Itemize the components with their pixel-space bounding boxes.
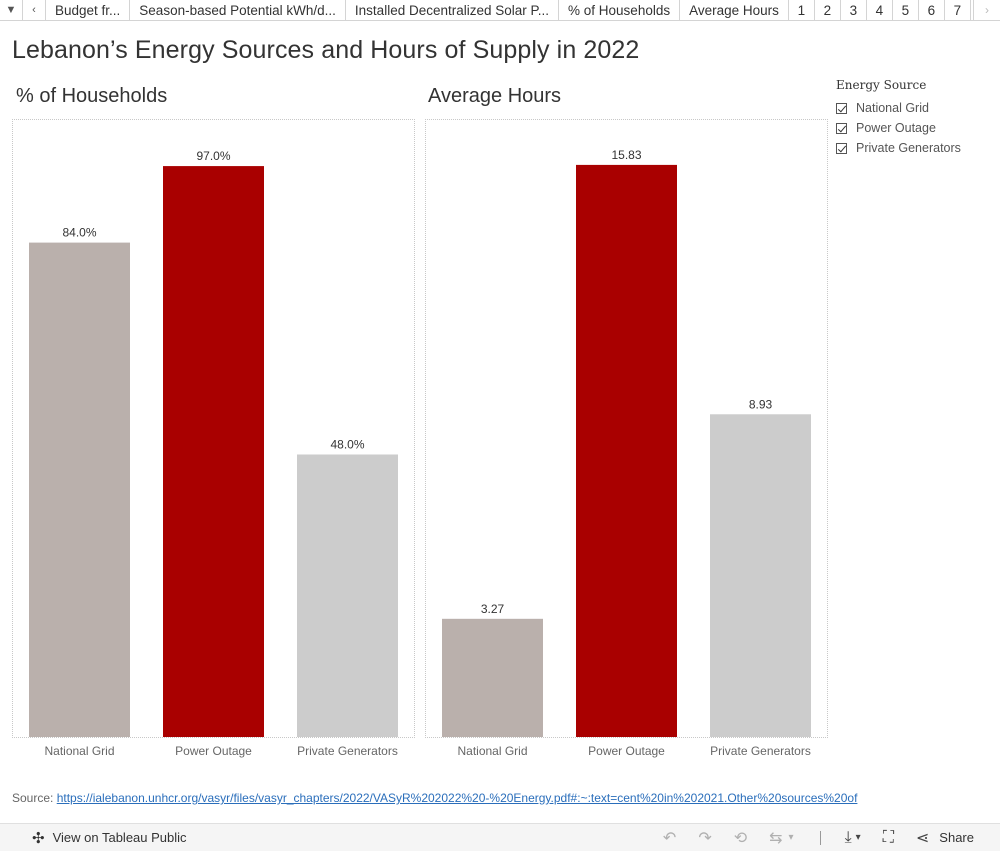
tab-scroll-right-icon[interactable]: ›	[973, 0, 1000, 20]
checkbox-checked-icon[interactable]	[836, 122, 847, 134]
revert-icon[interactable]: ⟲	[733, 829, 748, 847]
tab-page-6[interactable]: 6	[919, 0, 945, 20]
tab-label: Average Hours	[689, 2, 779, 18]
sheet-tab-strip: ▼ ‹ Budget fr... Season-based Potential …	[0, 0, 1000, 21]
tab-label: 1	[797, 2, 806, 18]
tab-label: Budget fr...	[55, 2, 121, 18]
tab-label: 2	[823, 2, 832, 18]
view-on-tableau-label: View on Tableau Public	[52, 830, 187, 845]
chart-title-households: % of Households	[16, 85, 168, 107]
chevron-down-icon[interactable]: ▾	[788, 832, 794, 843]
tab-label: 7	[953, 2, 962, 18]
energy-source-legend: Energy Source National Grid Power Outage…	[836, 78, 961, 158]
tab-scroll-left-icon[interactable]: ‹	[23, 0, 46, 20]
download-icon[interactable]: ⤓	[844, 828, 852, 846]
x-tick-label: Private Generators	[710, 744, 811, 758]
x-tick-label: Power Outage	[588, 744, 665, 758]
share-button[interactable]: Share	[939, 830, 974, 845]
bar-national-grid[interactable]	[442, 618, 543, 737]
tab-households[interactable]: % of Households	[559, 0, 681, 20]
tab-budget[interactable]: Budget fr...	[46, 0, 131, 20]
source-note: Source: https://ialebanon.unhcr.org/vasy…	[12, 791, 857, 805]
legend-item-power-outage[interactable]: Power Outage	[836, 118, 961, 138]
tab-label: Season-based Potential kWh/d...	[139, 2, 336, 18]
tab-page-5[interactable]: 5	[893, 0, 919, 20]
bar-national-grid[interactable]	[29, 242, 130, 737]
tab-label: % of Households	[568, 2, 671, 18]
checkbox-checked-icon[interactable]	[836, 142, 847, 154]
tab-page-7[interactable]: 7	[945, 0, 971, 20]
legend-label: Private Generators	[856, 141, 961, 155]
data-label: 3.27	[481, 602, 505, 616]
tab-label: 6	[927, 2, 936, 18]
tab-label: 4	[875, 2, 884, 18]
bar-power-outage[interactable]	[163, 166, 264, 738]
refresh-icon[interactable]: ⇆	[769, 829, 783, 847]
tab-page-4[interactable]: 4	[867, 0, 893, 20]
legend-item-private-generators[interactable]: Private Generators	[836, 138, 961, 158]
data-label: 8.93	[749, 397, 773, 411]
tableau-logo-icon: ✣	[32, 829, 45, 847]
view-on-tableau-public-button[interactable]: ✣ View on Tableau Public	[32, 829, 187, 847]
tab-page-3[interactable]: 3	[841, 0, 867, 20]
data-label: 97.0%	[196, 149, 230, 163]
legend-item-national-grid[interactable]: National Grid	[836, 98, 961, 118]
source-prefix: Source:	[12, 791, 57, 805]
chart-frame-average-hours	[425, 119, 828, 738]
tab-menu-dropdown-icon[interactable]: ▼	[0, 0, 23, 20]
tab-season-potential[interactable]: Season-based Potential kWh/d...	[130, 0, 346, 20]
x-tick-label: Power Outage	[175, 744, 252, 758]
data-label: 84.0%	[62, 226, 96, 240]
legend-label: National Grid	[856, 101, 929, 115]
redo-icon[interactable]: ↷	[698, 829, 712, 847]
x-tick-label: Private Generators	[297, 744, 398, 758]
tableau-toolbar: ✣ View on Tableau Public ↶ ↷ ⟲ ⇆ ▾ ⤓ ▾ ⛶…	[0, 823, 1000, 851]
tab-page-1[interactable]: 1	[788, 0, 815, 20]
tab-installed-solar[interactable]: Installed Decentralized Solar P...	[346, 0, 560, 20]
chart-frame-households	[12, 119, 415, 738]
fullscreen-icon[interactable]: ⛶	[882, 828, 894, 846]
bar-private-generators[interactable]	[297, 454, 398, 737]
source-link[interactable]: https://ialebanon.unhcr.org/vasyr/files/…	[56, 791, 858, 805]
data-label: 15.83	[611, 148, 641, 162]
checkbox-checked-icon[interactable]	[836, 102, 847, 114]
data-label: 48.0%	[330, 437, 364, 451]
tab-label: 3	[849, 2, 858, 18]
tab-label: 5	[901, 2, 910, 18]
legend-title: Energy Source	[836, 78, 927, 92]
share-icon[interactable]: ⋖	[915, 829, 930, 847]
tab-label: Installed Decentralized Solar P...	[354, 2, 550, 18]
bar-private-generators[interactable]	[710, 414, 811, 737]
x-tick-label: National Grid	[457, 744, 527, 758]
dashboard-title: Lebanon’s Energy Sources and Hours of Su…	[12, 36, 640, 64]
legend-label: Power Outage	[856, 121, 936, 135]
bar-power-outage[interactable]	[576, 164, 677, 737]
tab-average-hours[interactable]: Average Hours	[680, 0, 789, 20]
toolbar-divider	[819, 830, 821, 845]
undo-icon[interactable]: ↶	[662, 829, 677, 847]
chevron-down-icon[interactable]: ▾	[855, 832, 861, 843]
chart-title-average-hours: Average Hours	[428, 85, 562, 107]
x-tick-label: National Grid	[44, 744, 114, 758]
tab-page-2[interactable]: 2	[815, 0, 841, 20]
